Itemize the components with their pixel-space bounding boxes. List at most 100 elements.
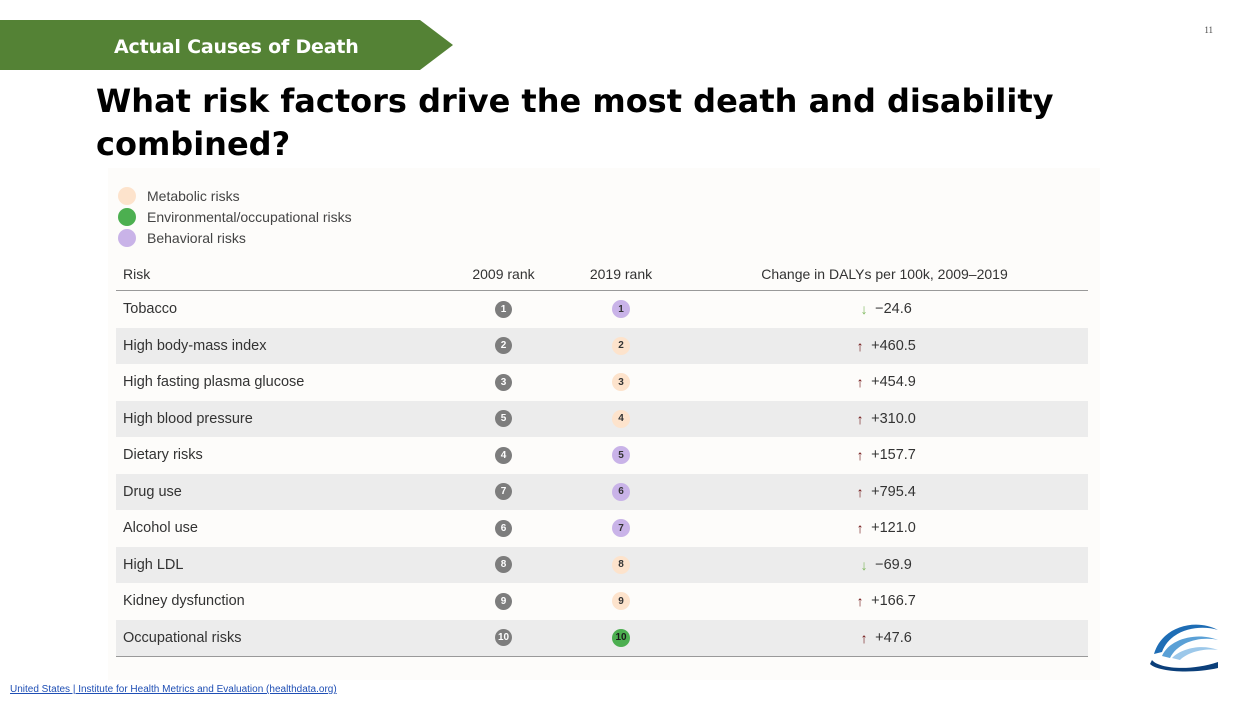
rank-2019-badge: 10 [612, 628, 630, 647]
table-header: Risk 2009 rank 2019 rank Change in DALYs… [116, 258, 1088, 291]
risk-name: High body-mass index [123, 337, 267, 354]
change-cell: ↑ +47.6 [681, 630, 1088, 646]
legend-swatch-behavioral [118, 228, 136, 247]
table-row: Occupational risks 10 10 ↑ +47.6 [116, 619, 1088, 656]
rank-2019-badge: 1 [612, 300, 630, 319]
rank-2019-cell: 5 [561, 446, 681, 465]
rank-2019-cell: 10 [561, 628, 681, 647]
legend-label: Behavioral risks [147, 229, 246, 246]
risk-name: Alcohol use [123, 520, 198, 537]
rank-2009-badge: 6 [495, 519, 512, 537]
rank-2019-badge: 7 [612, 519, 630, 538]
table-row: Kidney dysfunction 9 9 ↑ +166.7 [116, 583, 1088, 620]
change-cell: ↑ +310.0 [681, 411, 1088, 427]
risk-name: High blood pressure [123, 410, 253, 427]
change-value: +460.5 [871, 337, 916, 354]
change-cell: ↑ +166.7 [681, 593, 1088, 609]
change-cell: ↓ −69.9 [681, 557, 1088, 573]
table-row: High LDL 8 8 ↓ −69.9 [116, 546, 1088, 583]
rank-2009-badge: 5 [495, 410, 512, 428]
table-row: High blood pressure 5 4 ↑ +310.0 [116, 400, 1088, 437]
rank-2009-cell: 3 [446, 373, 561, 391]
rank-2009-badge: 7 [495, 483, 512, 501]
rank-2019-cell: 1 [561, 300, 681, 319]
rank-2009-cell: 10 [446, 629, 561, 647]
section-label: Actual Causes of Death [114, 36, 359, 58]
rank-2019-cell: 8 [561, 555, 681, 574]
change-cell: ↑ +121.0 [681, 520, 1088, 536]
rank-2009-badge: 3 [495, 373, 512, 391]
table-row: Alcohol use 6 7 ↑ +121.0 [116, 510, 1088, 547]
rank-2009-badge: 9 [495, 592, 512, 610]
legend-swatch-environmental [118, 207, 136, 226]
rank-2019-badge: 4 [612, 409, 630, 428]
organization-logo [1150, 624, 1218, 672]
table-body: Tobacco 1 1 ↓ −24.6 High body-mass index 2 2 ↑ +4… [116, 291, 1088, 656]
legend-label: Metabolic risks [147, 187, 240, 204]
table-row: High fasting plasma glucose 3 3 ↑ +454.9 [116, 364, 1088, 401]
table-row: High body-mass index 2 2 ↑ +460.5 [116, 327, 1088, 364]
rank-2019-cell: 9 [561, 592, 681, 611]
rank-2019-badge: 2 [612, 336, 630, 355]
legend-item-environmental: Environmental/occupational risks [118, 206, 352, 227]
rank-2009-badge: 4 [495, 446, 512, 464]
rank-2009-cell: 2 [446, 337, 561, 355]
change-value: +47.6 [875, 629, 912, 646]
risk-name: High fasting plasma glucose [123, 374, 305, 391]
rank-2009-cell: 5 [446, 410, 561, 428]
rank-2009-cell: 6 [446, 519, 561, 537]
risk-name: Tobacco [123, 301, 178, 318]
change-cell: ↑ +460.5 [681, 338, 1088, 354]
change-value: +157.7 [871, 447, 916, 464]
rank-2019-cell: 3 [561, 373, 681, 392]
rank-2009-badge: 8 [495, 556, 512, 574]
change-cell: ↑ +454.9 [681, 374, 1088, 390]
arrow-up-icon: ↑ [860, 629, 868, 646]
arrow-up-icon: ↑ [856, 483, 864, 500]
rank-2019-badge: 9 [612, 592, 630, 611]
change-cell: ↑ +795.4 [681, 484, 1088, 500]
legend: Metabolic risks Environmental/occupation… [118, 185, 352, 248]
source-link[interactable]: United States | Institute for Health Met… [10, 684, 337, 695]
risk-factor-panel: Metabolic risks Environmental/occupation… [108, 168, 1100, 680]
rank-2009-cell: 1 [446, 300, 561, 318]
arrow-down-icon: ↓ [860, 556, 868, 573]
risk-name: Occupational risks [123, 629, 242, 646]
rank-2009-cell: 7 [446, 483, 561, 501]
arrow-up-icon: ↑ [856, 337, 864, 354]
change-value: +121.0 [871, 520, 916, 537]
change-value: −69.9 [875, 556, 912, 573]
legend-label: Environmental/occupational risks [147, 208, 352, 225]
rank-2009-cell: 9 [446, 592, 561, 610]
rank-2019-badge: 3 [612, 373, 630, 392]
change-value: +310.0 [871, 410, 916, 427]
risk-name: Kidney dysfunction [123, 593, 245, 610]
rank-2019-badge: 8 [612, 555, 630, 574]
rank-2019-badge: 6 [612, 482, 630, 501]
change-value: +166.7 [871, 593, 916, 610]
rank-2019-cell: 6 [561, 482, 681, 501]
table-row: Tobacco 1 1 ↓ −24.6 [116, 291, 1088, 328]
arrow-up-icon: ↑ [856, 374, 864, 391]
rank-2009-cell: 4 [446, 446, 561, 464]
legend-item-behavioral: Behavioral risks [118, 227, 352, 248]
change-value: +795.4 [871, 483, 916, 500]
arrow-up-icon: ↑ [856, 520, 864, 537]
section-banner [0, 20, 453, 70]
legend-swatch-metabolic [118, 186, 136, 205]
rank-2009-cell: 8 [446, 556, 561, 574]
rank-2009-badge: 1 [495, 300, 512, 318]
table-row: Drug use 7 6 ↑ +795.4 [116, 473, 1088, 510]
rank-2019-cell: 7 [561, 519, 681, 538]
rank-2019-badge: 5 [612, 446, 630, 465]
arrow-up-icon: ↑ [856, 447, 864, 464]
column-header-2009-rank: 2009 rank [472, 266, 535, 282]
rank-2009-badge: 2 [495, 337, 512, 355]
change-cell: ↑ +157.7 [681, 447, 1088, 463]
column-header-change: Change in DALYs per 100k, 2009–2019 [761, 266, 1008, 282]
change-cell: ↓ −24.6 [681, 301, 1088, 317]
legend-item-metabolic: Metabolic risks [118, 185, 352, 206]
table-bottom-rule [116, 656, 1088, 657]
change-value: −24.6 [875, 301, 912, 318]
rank-2019-cell: 2 [561, 336, 681, 355]
